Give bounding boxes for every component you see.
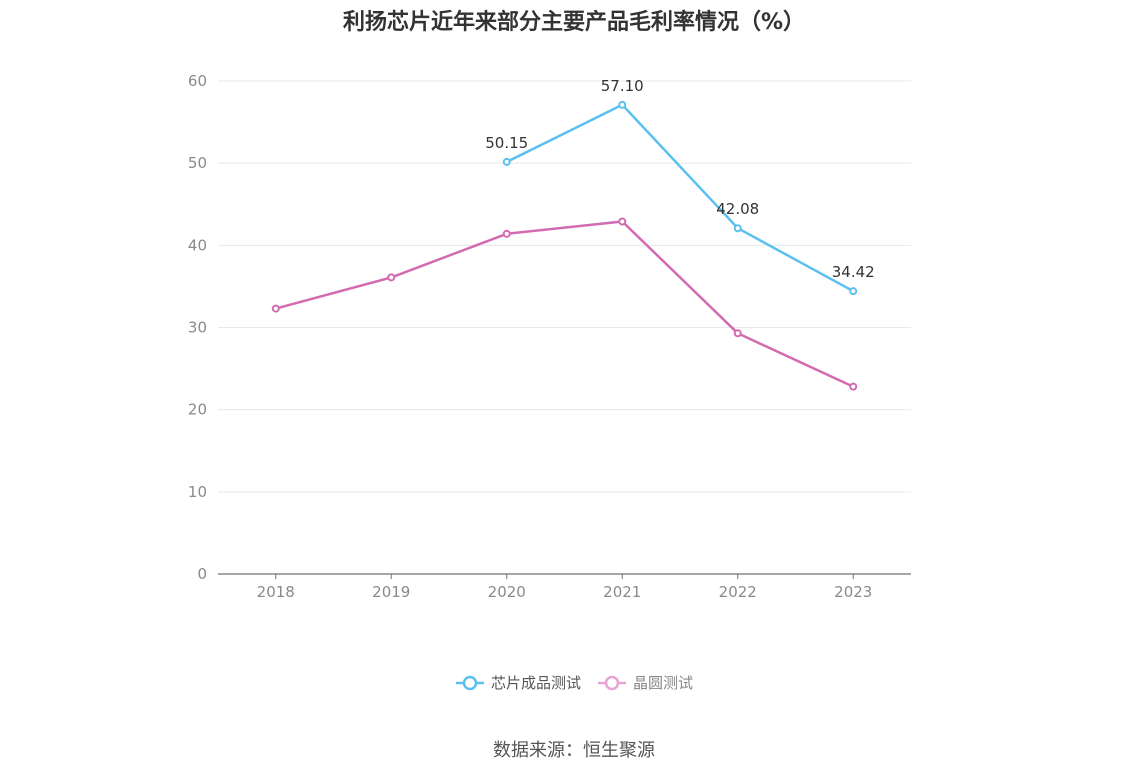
- data-label: 34.42: [832, 263, 875, 281]
- gridlines: [218, 80, 911, 493]
- data-label: 57.10: [601, 77, 644, 95]
- legend-item-chip-finished-test[interactable]: 芯片成品测试: [455, 672, 581, 693]
- data-point: [387, 273, 396, 282]
- data-label: 50.15: [485, 134, 528, 152]
- y-tick-label: 30: [188, 319, 207, 337]
- legend-item-wafer-test[interactable]: 晶圆测试: [597, 672, 693, 693]
- legend-label: 芯片成品测试: [490, 674, 581, 692]
- data-point: [733, 329, 742, 338]
- legend-label: 晶圆测试: [633, 674, 694, 692]
- series-lines: [271, 100, 858, 391]
- series-line-0: [506, 103, 854, 293]
- y-tick-label: 0: [197, 565, 207, 583]
- series-line-1: [275, 220, 854, 388]
- y-tick-label: 50: [188, 154, 207, 172]
- data-point: [502, 229, 511, 238]
- data-point: [618, 217, 627, 226]
- x-tick-label: 2023: [834, 583, 872, 601]
- data-point: [733, 224, 742, 233]
- chart-title: 利扬芯片近年来部分主要产品毛利率情况（%）: [342, 10, 806, 35]
- data-label: 42.08: [716, 200, 759, 218]
- data-point: [502, 157, 511, 166]
- source-note: 数据来源：恒生聚源: [493, 740, 655, 761]
- axes: 0 10 20 30 40 50 60 2018 2019 2020 2021 2022 2023: [188, 72, 911, 601]
- x-tick-label: 2019: [372, 583, 410, 601]
- y-tick-label: 60: [188, 72, 207, 90]
- data-labels: 50.15 57.10 42.08 34.42: [485, 77, 874, 281]
- x-tick-label: 2018: [257, 583, 295, 601]
- x-tick-label: 2022: [719, 583, 757, 601]
- y-tick-label: 10: [188, 483, 207, 501]
- data-point: [849, 382, 858, 391]
- x-tick-label: 2020: [488, 583, 526, 601]
- data-point: [271, 304, 280, 313]
- data-point: [849, 287, 858, 296]
- legend-marker-icon: [455, 675, 484, 690]
- data-point: [618, 100, 627, 109]
- legend: 芯片成品测试 晶圆测试: [0, 672, 1148, 693]
- x-tick-label: 2021: [603, 583, 641, 601]
- legend-marker-icon: [598, 675, 626, 690]
- y-tick-label: 40: [188, 236, 207, 254]
- y-tick-label: 20: [188, 401, 207, 419]
